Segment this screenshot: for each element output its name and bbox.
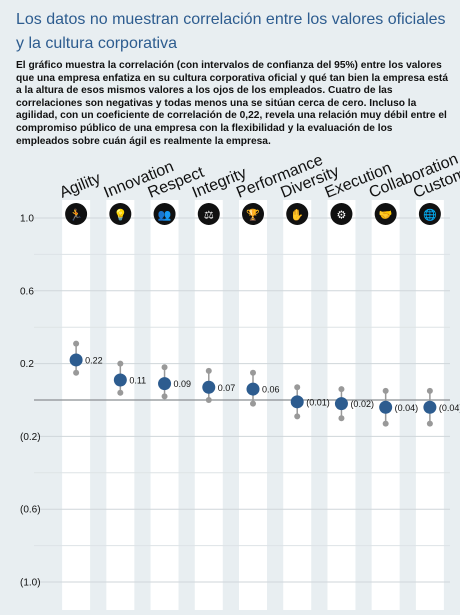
chart-title: Los datos no muestran correlación entre …	[16, 11, 446, 52]
icon-circle	[242, 203, 264, 225]
scales-icon: ⚖	[197, 203, 220, 225]
y-tick-label: 0.2	[20, 359, 34, 370]
ci-high-point	[205, 367, 212, 374]
gears-icon: ⚙	[330, 203, 353, 225]
y-tick-label: (1.0)	[20, 578, 41, 589]
ci-low-point	[382, 420, 389, 427]
data-label: (0.04)	[395, 403, 419, 413]
people-icon: 👥	[153, 203, 176, 225]
data-label: (0.01)	[306, 397, 330, 407]
icon-glyph: ✋	[290, 209, 304, 222]
ci-low-point	[426, 420, 433, 427]
data-label: 0.07	[218, 383, 236, 393]
data-point	[202, 380, 216, 394]
data-point	[69, 353, 83, 367]
data-marks: 0.22 0.11 0.09 0.07 0.06 (0.01) (0.02) (0.04) (0…	[69, 340, 460, 427]
icon-circle	[330, 203, 353, 225]
category-icons: 🏃 💡 👥 ⚖ 🏆 ✋ ⚙ 🤝 🌐	[65, 203, 441, 225]
column-respect	[150, 200, 179, 610]
icon-circle	[153, 203, 176, 225]
data-label: 0.09	[174, 379, 192, 389]
icon-circle	[65, 203, 88, 225]
icon-glyph: ⚙	[337, 209, 347, 222]
data-point	[113, 373, 127, 387]
icon-circle	[286, 203, 309, 225]
ci-low-point	[294, 413, 301, 420]
data-label: 0.11	[129, 375, 146, 385]
data-point	[423, 400, 437, 414]
data-point	[246, 382, 260, 396]
running-person-icon: 🏃	[65, 203, 88, 225]
column-innovation	[106, 200, 135, 610]
icon-glyph: 🏃	[69, 209, 83, 222]
ci-high-point	[161, 364, 168, 371]
icon-glyph: 🌐	[423, 209, 437, 222]
category-columns	[62, 200, 444, 610]
ci-high-point	[382, 387, 389, 394]
icon-glyph: ⚖	[204, 209, 214, 222]
ci-high-point	[73, 340, 80, 347]
handshake-icon: 🤝	[374, 203, 397, 225]
chart-description: El gráfico muestra la correlación (con i…	[16, 60, 448, 147]
data-point	[290, 395, 304, 409]
ci-low-point	[161, 393, 168, 400]
data-label: 0.22	[85, 355, 103, 365]
ci-low-point	[250, 400, 256, 407]
ci-low-point	[73, 369, 80, 376]
ci-high-point	[250, 369, 256, 376]
icon-glyph: 💡	[113, 209, 127, 222]
ci-high-point	[426, 387, 433, 394]
y-tick-label: (0.6)	[20, 505, 41, 516]
icon-circle	[197, 203, 220, 225]
globe-icon: 🌐	[418, 203, 441, 225]
data-point	[158, 377, 172, 391]
data-label: (0.02)	[350, 399, 374, 409]
ci-high-point	[338, 386, 345, 393]
raised-hands-icon: ✋	[286, 203, 309, 225]
ci-low-point	[205, 397, 212, 403]
category-label: Agility	[57, 170, 103, 202]
data-label: (0.04)	[439, 403, 460, 413]
column-integrity	[194, 200, 223, 610]
icon-circle	[418, 203, 441, 225]
y-axis: 1.0 0.6 0.2 (0.2) (0.6) (1.0)	[20, 214, 41, 589]
y-tick-label: (0.2)	[20, 432, 41, 443]
ci-high-point	[294, 384, 301, 391]
data-point	[379, 400, 393, 414]
icon-glyph: 👥	[158, 209, 172, 222]
y-tick-label: 0.6	[20, 286, 34, 297]
category-labels: AgilityInnovationRespectIntegrityPerform…	[57, 151, 460, 202]
ci-high-point	[117, 360, 124, 367]
data-point	[334, 397, 348, 411]
icon-circle	[109, 203, 132, 225]
data-label: 0.06	[262, 385, 280, 395]
ci-low-point	[338, 415, 345, 422]
lightbulb-icon: 💡	[109, 203, 132, 225]
icon-circle	[374, 203, 397, 225]
icon-glyph: 🤝	[379, 209, 393, 222]
trophy-icon: 🏆	[242, 203, 264, 225]
icon-glyph: 🏆	[246, 209, 260, 222]
column-agility	[62, 200, 91, 610]
y-tick-label: 1.0	[20, 214, 34, 225]
ci-low-point	[117, 389, 124, 396]
